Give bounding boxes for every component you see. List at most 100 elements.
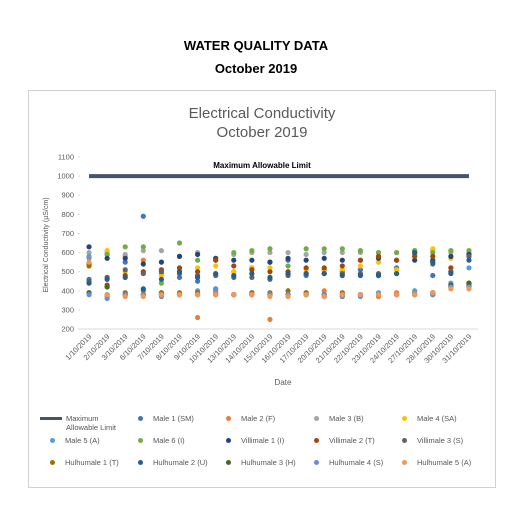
- point: [231, 257, 237, 263]
- legend-item: Villimale 2 (T): [304, 436, 392, 458]
- legend-item: Male 4 (SA): [392, 414, 480, 436]
- point: [140, 213, 146, 219]
- point: [86, 263, 92, 269]
- point: [430, 259, 436, 265]
- point: [213, 270, 219, 277]
- point: [104, 292, 110, 298]
- doc-subtitle: October 2019: [214, 61, 298, 76]
- point: [430, 253, 436, 259]
- point: [267, 274, 273, 280]
- point: [321, 270, 327, 277]
- point: [303, 251, 309, 258]
- legend-swatch: [226, 416, 231, 421]
- point: [249, 274, 255, 280]
- chart-title: Electrical Conductivity: [189, 105, 336, 122]
- point: [448, 248, 454, 254]
- point: [122, 293, 128, 300]
- point: [267, 316, 273, 323]
- point: [412, 288, 418, 294]
- point: [176, 274, 183, 280]
- y-tick-label: 400: [61, 286, 74, 295]
- point: [357, 292, 364, 298]
- legend-swatch: [402, 460, 407, 465]
- point: [104, 255, 110, 261]
- legend-label: Male 3 (B): [329, 414, 364, 423]
- point: [303, 246, 309, 252]
- legend-label: Male 1 (SM): [153, 414, 194, 423]
- point: [213, 263, 219, 269]
- legend-item: Villimale 3 (S): [392, 436, 480, 458]
- point: [194, 278, 201, 284]
- point: [393, 249, 400, 256]
- point: [285, 270, 291, 277]
- y-axis-label: Electrical Conductivity (µS/cm): [43, 197, 50, 292]
- point: [393, 267, 400, 273]
- point: [303, 292, 309, 298]
- point: [231, 263, 237, 269]
- point: [104, 251, 110, 258]
- point: [176, 253, 183, 259]
- point: [267, 259, 273, 265]
- point: [339, 272, 345, 279]
- legend-label: Male 2 (F): [241, 414, 276, 423]
- point: [466, 286, 472, 292]
- legend-label: Hulhumale 1 (T): [65, 458, 119, 467]
- point: [339, 249, 345, 256]
- point: [267, 293, 273, 300]
- point: [267, 269, 273, 275]
- y-tick-label: 300: [61, 305, 74, 314]
- point: [357, 267, 364, 273]
- annotation: Maximum Allowable Limit: [213, 161, 311, 170]
- point: [158, 276, 165, 282]
- point: [194, 314, 201, 321]
- point: [285, 263, 291, 269]
- point: [140, 293, 146, 300]
- point: [158, 269, 165, 275]
- y-tick-label: 200: [61, 325, 74, 334]
- point: [448, 253, 454, 259]
- point: [231, 292, 237, 298]
- legend-label: Hulhumale 2 (U): [153, 458, 208, 467]
- point: [375, 292, 382, 298]
- legend: Maximum Allowable Limit Male 1 (SM) Male 2…: [40, 414, 490, 480]
- point: [194, 269, 201, 275]
- y-tick-label: 800: [61, 210, 74, 219]
- point: [176, 265, 183, 271]
- point: [158, 280, 165, 286]
- point: [194, 292, 201, 298]
- point: [122, 251, 128, 258]
- chart: Electrical Conductivity October 2019 Dat…: [43, 105, 478, 387]
- point: [194, 251, 201, 258]
- legend-item: Hulhumale 3 (H): [216, 458, 304, 480]
- legend-swatch: [314, 460, 319, 465]
- point: [339, 246, 345, 252]
- point: [194, 257, 201, 263]
- point: [303, 270, 309, 277]
- point: [86, 253, 92, 259]
- legend-label: Male 4 (SA): [417, 414, 457, 423]
- point: [466, 257, 472, 263]
- point: [267, 246, 273, 252]
- point: [430, 246, 436, 252]
- point: [357, 257, 364, 263]
- point: [430, 249, 436, 256]
- y-tick-label: 1000: [57, 172, 74, 181]
- point: [122, 274, 128, 280]
- point: [285, 293, 291, 300]
- point: [140, 248, 146, 254]
- point: [104, 295, 110, 302]
- legend-swatch: [402, 416, 407, 421]
- legend-label: Villimale 1 (I): [241, 436, 285, 445]
- point: [122, 255, 128, 261]
- legend-swatch: [40, 417, 62, 420]
- point: [249, 248, 255, 254]
- legend-swatch: [50, 460, 55, 465]
- point: [140, 257, 146, 263]
- y-tick-label: 700: [61, 229, 74, 238]
- point: [339, 292, 345, 298]
- legend-item: Male 3 (B): [304, 414, 392, 436]
- legend-swatch: [226, 460, 231, 465]
- point: [339, 263, 345, 269]
- point: [176, 292, 183, 298]
- legend-label: Male 6 (I): [153, 436, 185, 445]
